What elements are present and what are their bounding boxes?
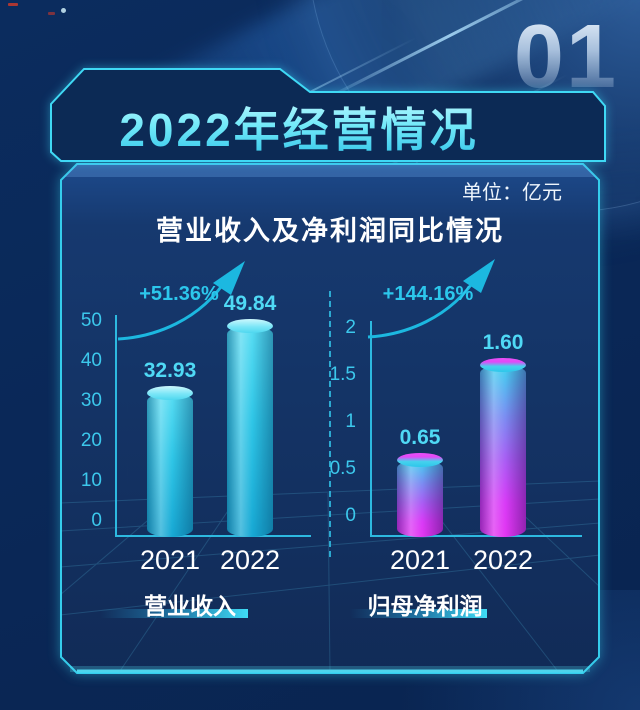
y-tick: 30: [80, 390, 102, 411]
category-label-revenue: 营业收入: [144, 593, 236, 619]
y-tick: 10: [80, 470, 102, 491]
y-axis-line: [370, 321, 372, 537]
panel-content: 单位：亿元 营业收入及净利润同比情况 50 40 30 20 10 0 32.9…: [60, 163, 600, 674]
x-axis-line: [115, 535, 311, 537]
bar-profit-2021: [397, 453, 443, 537]
red-speck-decor: [8, 3, 18, 6]
value-label: 1.60: [482, 331, 524, 354]
bar-revenue-2022: [227, 318, 273, 537]
value-label: 49.84: [223, 291, 277, 315]
value-label: 32.93: [143, 359, 197, 383]
y-tick: 0: [91, 510, 102, 531]
x-label: 2022: [219, 545, 281, 575]
y-tick: 50: [80, 310, 102, 331]
y-tick: 40: [80, 350, 102, 371]
y-axis-line: [115, 315, 117, 537]
banner-frame-shape: [50, 68, 606, 162]
category-underline: [100, 609, 248, 618]
x-axis-line: [370, 535, 582, 537]
y-tick: 0: [345, 505, 356, 526]
chart-title: 营业收入及净利润同比情况: [156, 216, 504, 246]
growth-label: +51.36%: [139, 283, 219, 305]
growth-arrow-icon: [117, 261, 245, 341]
value-label: 0.65: [399, 426, 441, 449]
x-label: 2022: [472, 545, 534, 575]
x-label: 2021: [139, 545, 201, 575]
page-title: 2022年经营情况: [48, 94, 608, 160]
bar-profit-2022: [480, 358, 526, 537]
category-label-profit: 归母净利润: [367, 593, 483, 619]
y-tick: 2: [345, 317, 356, 338]
y-tick: 1.5: [329, 364, 356, 385]
chart-panel: 单位：亿元 营业收入及净利润同比情况 50 40 30 20 10 0 32.9…: [60, 163, 600, 674]
bar-revenue-2021: [147, 386, 193, 537]
y-tick: 20: [80, 430, 102, 451]
light-speck-decor: [61, 8, 66, 13]
category-underline: [350, 609, 487, 618]
x-label: 2021: [389, 545, 451, 575]
growth-arrow-icon: [367, 259, 495, 339]
y-tick: 1: [345, 411, 356, 432]
title-banner: 2022年经营情况: [48, 66, 608, 163]
unit-label: 单位：亿元: [462, 182, 562, 204]
red-speck-decor: [48, 12, 55, 15]
chart-divider: [329, 291, 331, 557]
y-tick: 0.5: [329, 458, 356, 479]
growth-label: +144.16%: [382, 283, 474, 305]
section-number: 01: [513, 7, 618, 107]
